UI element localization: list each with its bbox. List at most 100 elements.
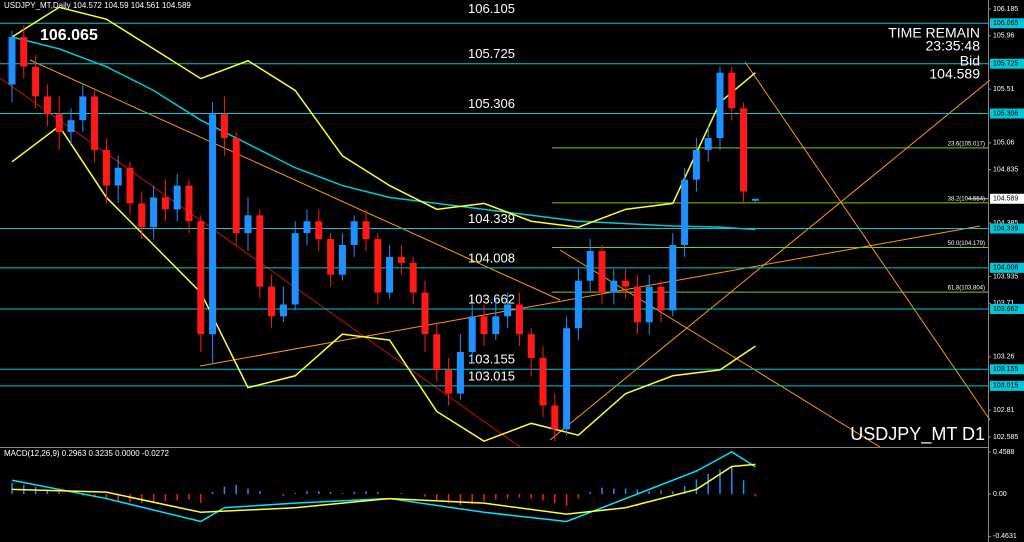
candle-body: [409, 262, 417, 293]
candle-body: [386, 256, 394, 293]
level-box: [990, 18, 1024, 29]
candle-body: [433, 334, 441, 370]
candle-body: [338, 245, 346, 275]
candle-body: [716, 72, 724, 139]
level-box-label: 104.339: [993, 225, 1018, 232]
y-tick-label: 104.385: [993, 220, 1018, 227]
header: USDJPY_MT,Daily 104.572 104.59 104.561 1…: [4, 1, 191, 10]
band-upper: [11, 6, 756, 228]
level-label: 106.105: [468, 1, 515, 16]
candle-body: [102, 149, 110, 186]
candle-body: [504, 304, 512, 317]
level-label: 103.662: [468, 291, 515, 306]
level-box-label: 104.008: [993, 265, 1018, 272]
y-tick-label: 103.935: [993, 273, 1018, 280]
candle-body: [586, 250, 594, 281]
candle-body: [43, 96, 51, 115]
macd-tick-label: 0.00: [993, 491, 1007, 498]
price-box: [990, 193, 1024, 204]
candle-body: [681, 179, 689, 246]
fib-label: 38.2(104.554): [948, 197, 985, 203]
y-tick-label: 105.96: [993, 33, 1015, 40]
candle-body: [527, 334, 535, 358]
candle-body: [551, 405, 559, 430]
candle-body: [539, 357, 547, 406]
candle-body: [574, 280, 582, 329]
candle-body: [256, 215, 264, 287]
level-label: 104.008: [468, 250, 515, 265]
level-box: [990, 223, 1024, 234]
candle-body: [362, 221, 370, 240]
candle-body: [751, 198, 759, 201]
level-box: [990, 108, 1024, 119]
level-label: 103.015: [468, 368, 515, 383]
y-tick-label: 105.51: [993, 86, 1015, 93]
macd-label: MACD(12,26,9) 0.2963 0.3235 0.0000 -0.02…: [4, 449, 170, 458]
candle-body: [279, 304, 287, 317]
candle-body: [291, 233, 299, 305]
candle-body: [67, 120, 75, 133]
y-tick-label: 106.185: [993, 6, 1018, 13]
trend-line: [199, 225, 981, 367]
candle-body: [350, 221, 358, 246]
signal-line: [11, 463, 756, 515]
symbol-label: USDJPY_MT D1: [850, 424, 985, 445]
candle-body: [480, 316, 488, 335]
candle-body: [232, 138, 240, 234]
level-label: 103.155: [468, 352, 515, 367]
candle-body: [197, 221, 205, 335]
y-tick-label: 102.585: [993, 434, 1018, 441]
level-callout: 106.065: [40, 27, 98, 44]
bid-label: Bid: [960, 53, 980, 69]
candle-body: [728, 72, 736, 109]
trend-line: [744, 61, 991, 421]
y-tick-label: 103.26: [993, 354, 1015, 361]
y-tick-label: 103.71: [993, 300, 1015, 307]
candle-body: [515, 304, 523, 335]
candle-body: [740, 108, 748, 192]
candle-body: [173, 185, 181, 210]
price-box-label: 104.589: [993, 196, 1018, 203]
candle-body: [8, 36, 16, 85]
time-remain-label: TIME REMAIN: [888, 25, 980, 41]
candle-body: [32, 66, 40, 97]
time-remain: 23:35:48: [926, 38, 981, 54]
candle-body: [327, 239, 335, 275]
close: 104.589: [162, 1, 191, 10]
candle-body: [468, 316, 476, 353]
level-box-label: 106.065: [993, 20, 1018, 27]
candle-body: [138, 203, 146, 228]
level-box-label: 105.725: [993, 61, 1018, 68]
level-label: 104.339: [468, 211, 515, 226]
candle-body: [669, 245, 677, 311]
candle-body: [209, 114, 217, 335]
candle-body: [622, 280, 630, 287]
candle-body: [114, 167, 122, 186]
candle-body: [492, 316, 500, 335]
candle-body: [315, 221, 323, 240]
y-tick-label: 102.81: [993, 407, 1015, 414]
low: 104.561: [131, 1, 160, 10]
candle-body: [185, 185, 193, 222]
symbol: USDJPY_MT,Daily: [4, 1, 71, 10]
trend-line: [29, 59, 561, 301]
candle-body: [55, 114, 63, 133]
y-tick-label: 104.835: [993, 166, 1018, 173]
candle-body: [563, 328, 571, 430]
candle-body: [268, 286, 276, 317]
macd-tick-label: -0.4631: [993, 533, 1017, 540]
candle-body: [598, 250, 606, 293]
level-box: [990, 303, 1024, 314]
fib-label: 23.6(105.017): [948, 141, 985, 147]
candle-body: [692, 149, 700, 180]
candle-body: [645, 286, 653, 323]
high: 104.59: [104, 1, 129, 10]
candle-body: [126, 167, 134, 204]
level-box: [990, 58, 1024, 69]
candle-body: [79, 96, 87, 121]
trend-line: [549, 79, 991, 441]
candle-body: [610, 280, 618, 293]
level-box: [990, 364, 1024, 375]
